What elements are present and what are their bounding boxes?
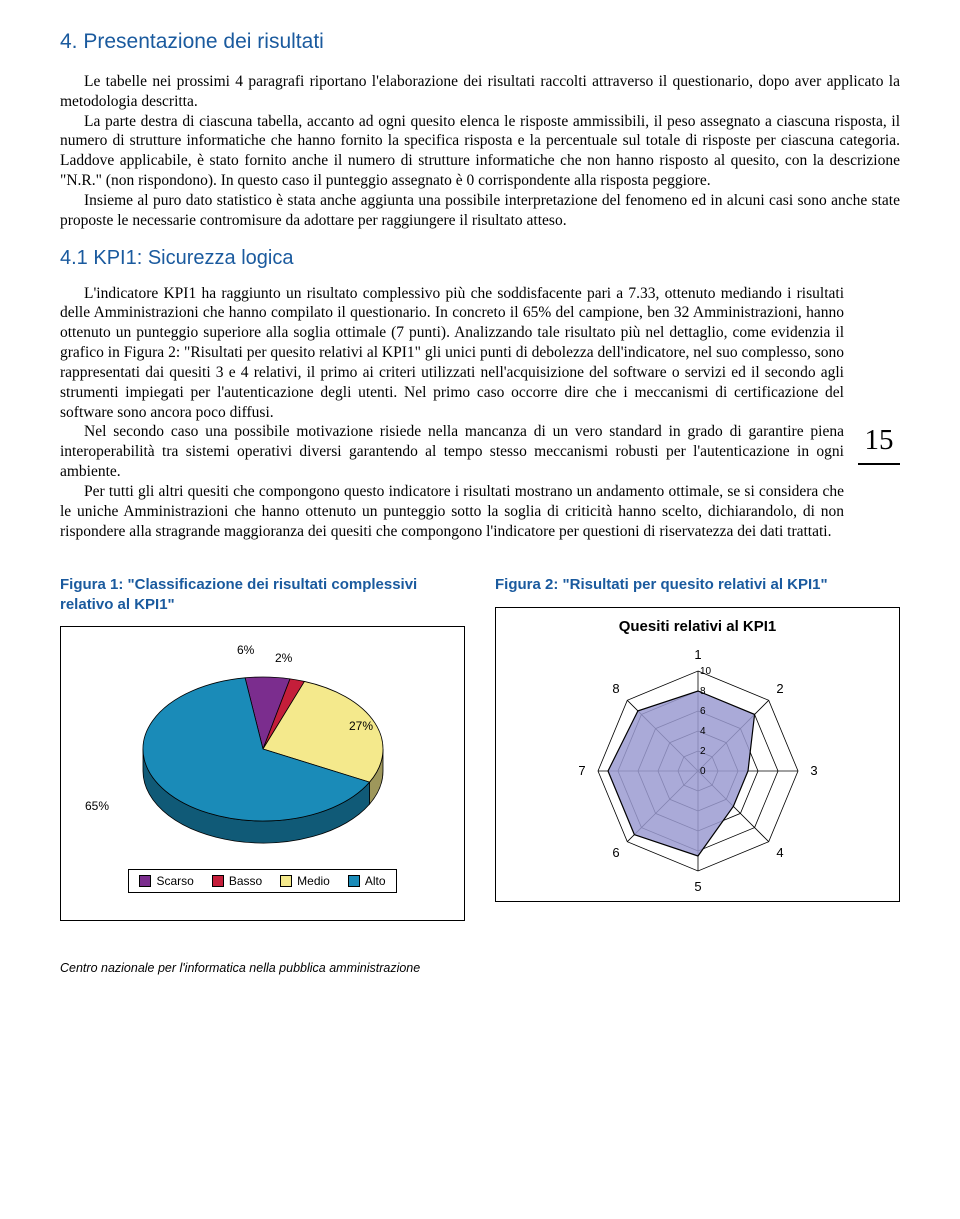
legend-item: Alto xyxy=(348,874,386,888)
section-heading: 4. Presentazione dei risultati xyxy=(60,30,900,54)
svg-text:2: 2 xyxy=(776,681,783,696)
svg-text:8: 8 xyxy=(700,686,706,697)
legend-item: Medio xyxy=(280,874,330,888)
page-number: 15 xyxy=(858,424,900,465)
svg-text:6: 6 xyxy=(700,706,706,717)
body-paragraph: La parte destra di ciascuna tabella, acc… xyxy=(60,112,900,191)
svg-text:5: 5 xyxy=(694,879,701,894)
pie-legend: Scarso Basso Medio Alto xyxy=(128,869,396,893)
body-paragraph: Per tutti gli altri quesiti che compongo… xyxy=(60,482,844,541)
body-paragraph: Le tabelle nei prossimi 4 paragrafi ripo… xyxy=(60,72,900,112)
body-paragraph: Nel secondo caso una possibile motivazio… xyxy=(60,422,844,481)
footer-text: Centro nazionale per l'informatica nella… xyxy=(60,961,900,975)
legend-item: Scarso xyxy=(139,874,193,888)
figure1-caption: Figura 1: "Classificazione dei risultati… xyxy=(60,575,465,614)
svg-text:6: 6 xyxy=(612,845,619,860)
svg-text:4: 4 xyxy=(776,845,783,860)
svg-text:3: 3 xyxy=(810,763,817,778)
pie-svg xyxy=(93,639,433,859)
radar-chart: Quesiti relativi al KPI1 1 2 3 4 5 6 7 8 0 2 4 6 8 10 xyxy=(495,607,900,902)
subsection-heading: 4.1 KPI1: Sicurezza logica xyxy=(60,247,900,270)
body-paragraph: Insieme al puro dato statistico è stata … xyxy=(60,191,900,231)
svg-text:7: 7 xyxy=(578,763,585,778)
svg-text:1: 1 xyxy=(694,647,701,662)
radar-title: Quesiti relativi al KPI1 xyxy=(496,608,899,635)
svg-text:4: 4 xyxy=(700,726,706,737)
svg-text:10: 10 xyxy=(700,666,712,677)
svg-text:2: 2 xyxy=(700,746,706,757)
body-paragraph: L'indicatore KPI1 ha raggiunto un risult… xyxy=(60,284,844,423)
legend-item: Basso xyxy=(212,874,262,888)
pie-chart: 6%2%27%65% ScarsoBassoMedioAlto xyxy=(60,626,465,921)
radar-svg: 1 2 3 4 5 6 7 8 0 2 4 6 8 10 xyxy=(528,639,868,899)
svg-text:0: 0 xyxy=(700,766,706,777)
figure2-caption: Figura 2: "Risultati per quesito relativ… xyxy=(495,575,900,595)
svg-text:8: 8 xyxy=(612,681,619,696)
